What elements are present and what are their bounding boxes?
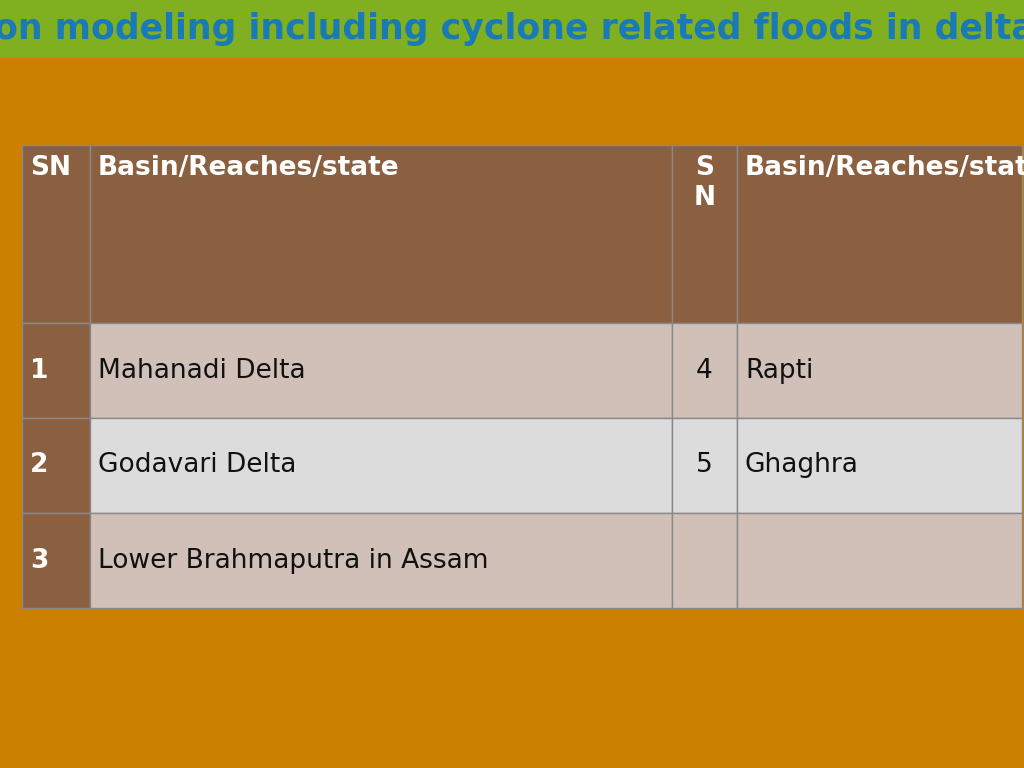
Bar (90, 418, 672, 513)
Text: 5: 5 (696, 452, 713, 478)
Text: Inundation modeling including cyclone related floods in delta regions: Inundation modeling including cyclone re… (0, 12, 1024, 46)
Bar (22, 323, 90, 418)
Bar (737, 418, 1022, 513)
Bar (0, 0, 1024, 58)
Bar (90, 513, 672, 608)
Text: Basin/Reaches/state: Basin/Reaches/state (98, 155, 399, 181)
Bar (672, 418, 737, 513)
Bar (737, 513, 1022, 608)
Bar (737, 145, 1022, 323)
Text: Basin/Reaches/state: Basin/Reaches/state (745, 155, 1024, 181)
Bar (22, 145, 90, 323)
Text: Mahanadi Delta: Mahanadi Delta (98, 357, 305, 383)
Text: 3: 3 (30, 548, 48, 574)
Text: 1: 1 (30, 357, 48, 383)
Text: Godavari Delta: Godavari Delta (98, 452, 296, 478)
Bar (672, 513, 737, 608)
Text: S
N: S N (693, 155, 716, 211)
Bar (90, 145, 672, 323)
Text: Ghaghra: Ghaghra (745, 452, 859, 478)
Text: Rapti: Rapti (745, 357, 813, 383)
Text: 2: 2 (30, 452, 48, 478)
Bar (22, 418, 90, 513)
Bar (737, 323, 1022, 418)
Text: 4: 4 (696, 357, 713, 383)
Text: SN: SN (30, 155, 71, 181)
Bar (672, 323, 737, 418)
Bar (90, 323, 672, 418)
Text: Lower Brahmaputra in Assam: Lower Brahmaputra in Assam (98, 548, 488, 574)
Bar (672, 145, 737, 323)
Bar (22, 513, 90, 608)
